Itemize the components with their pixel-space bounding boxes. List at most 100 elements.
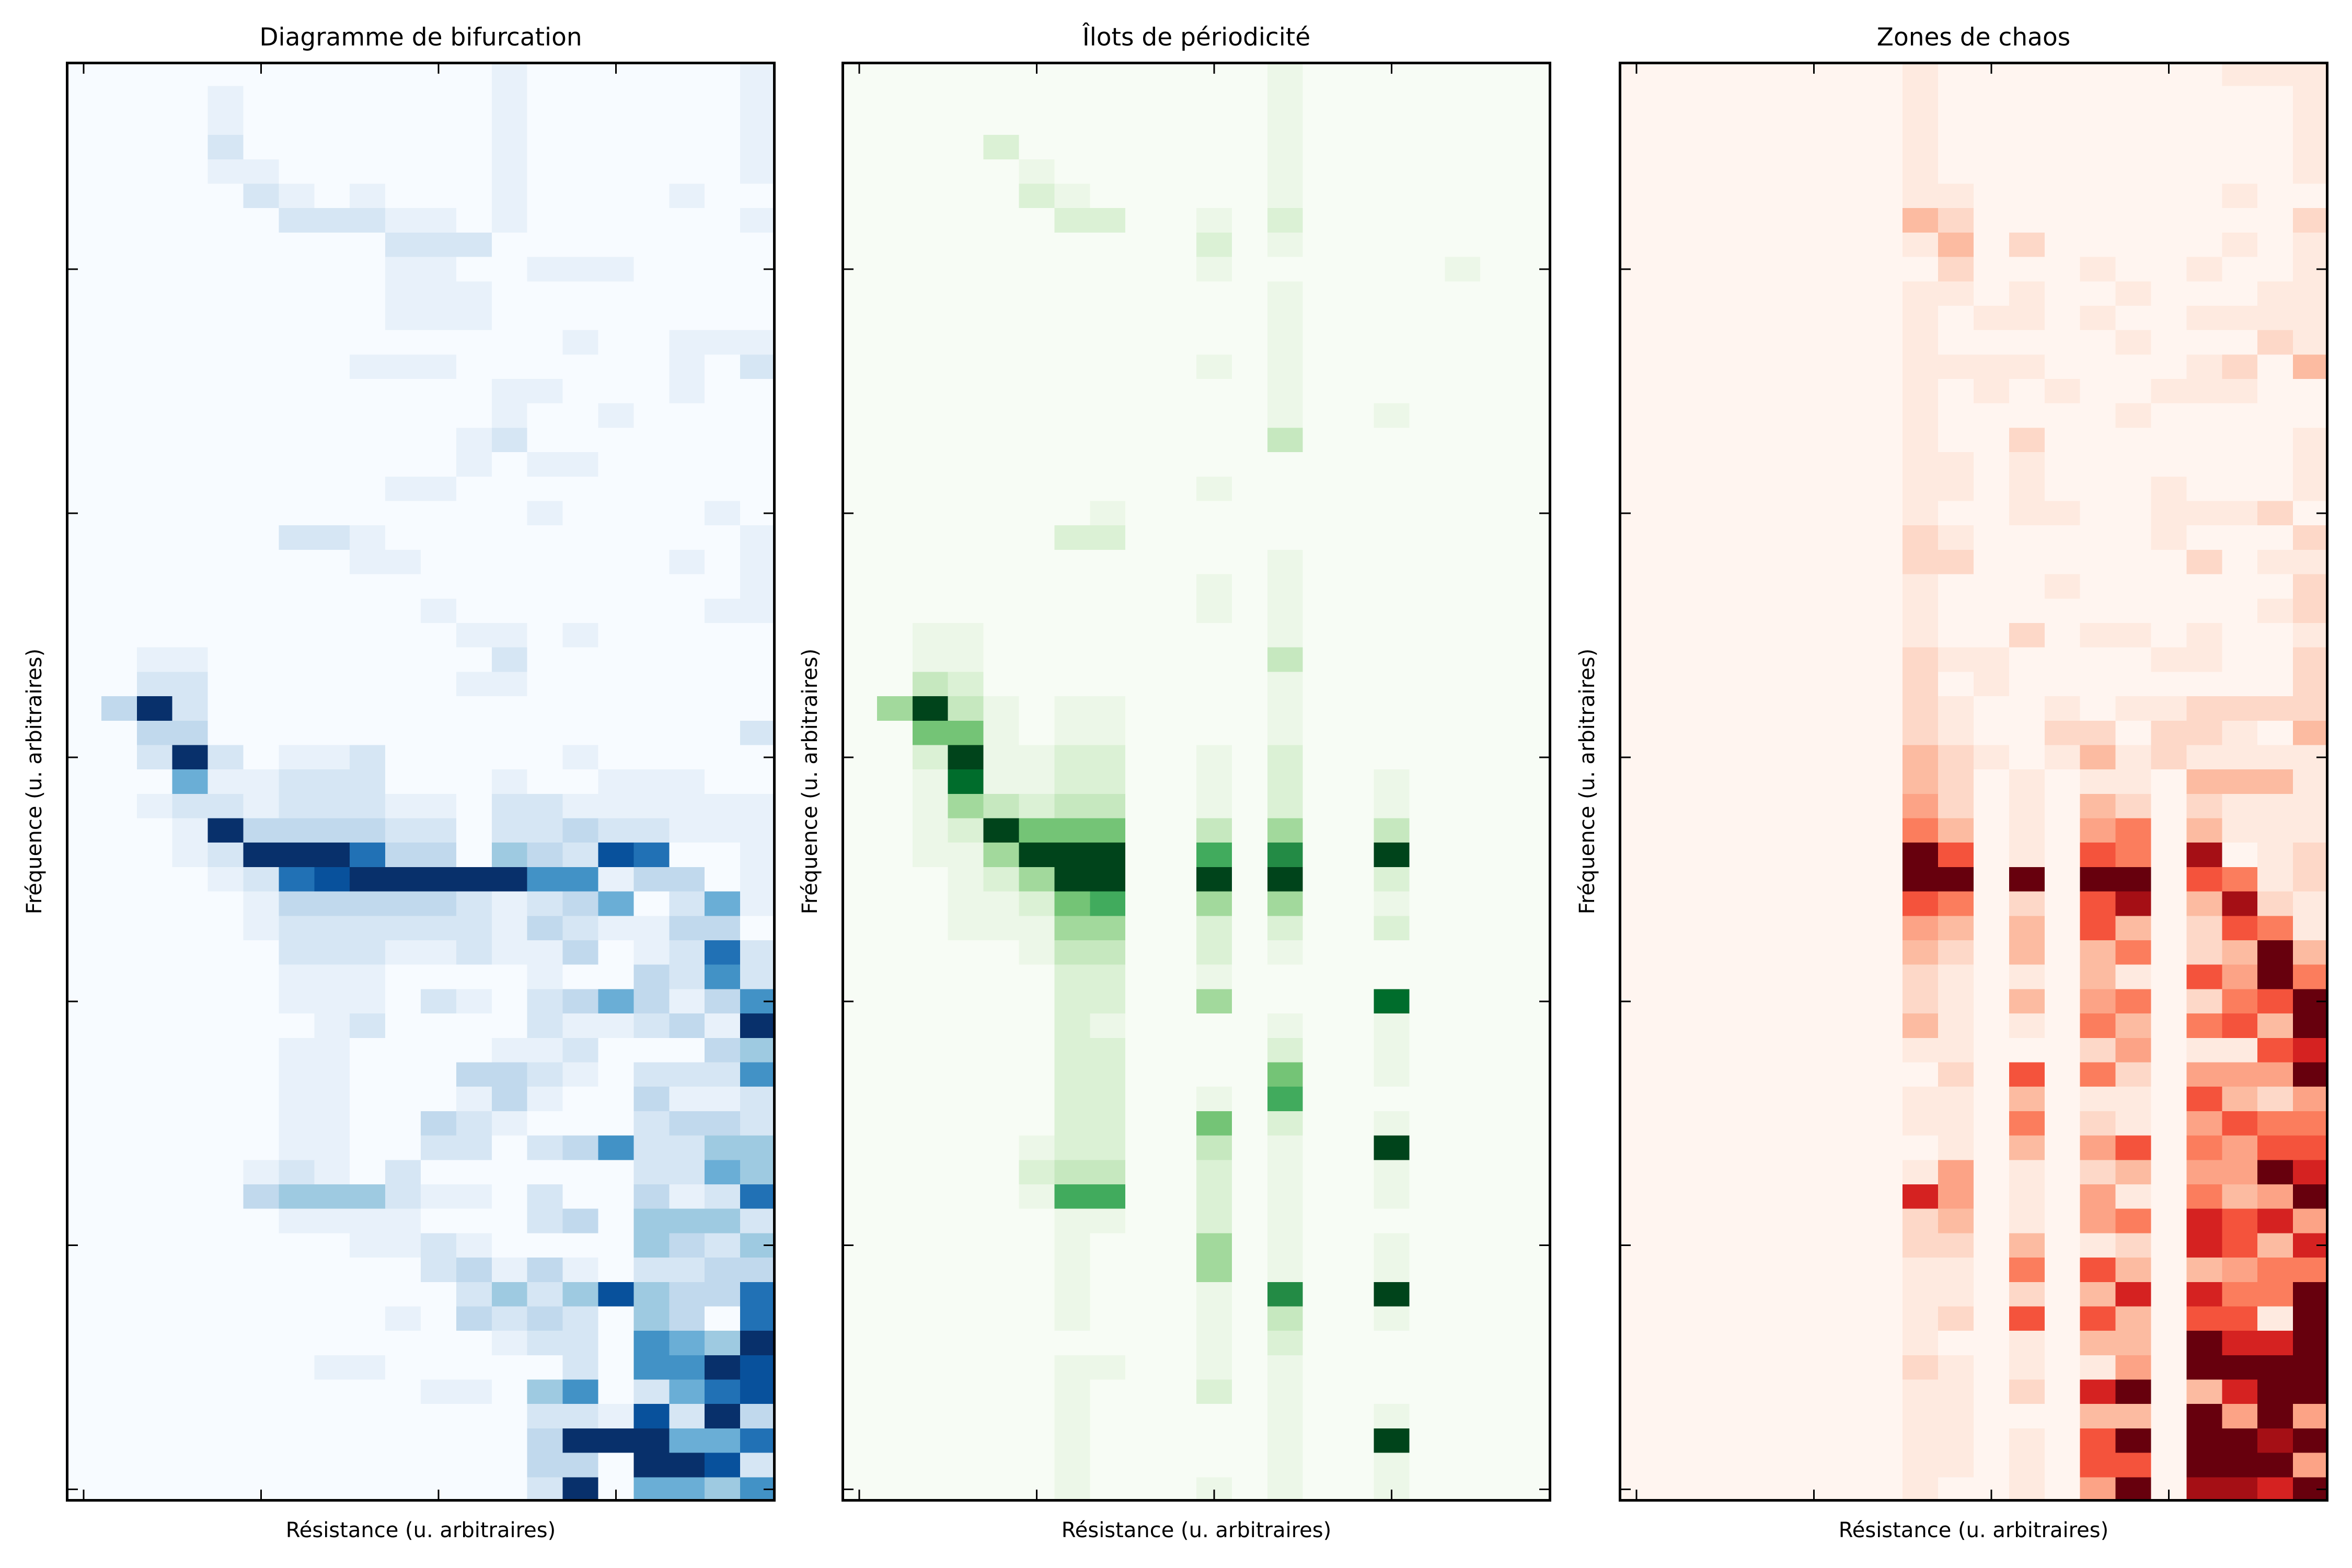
heatmap-cell <box>207 525 244 550</box>
heatmap-cell <box>279 1160 315 1185</box>
heatmap-cell <box>2293 452 2328 477</box>
heatmap-cell <box>527 452 563 477</box>
heatmap-cell <box>2151 159 2187 185</box>
heatmap-cell <box>2293 428 2328 453</box>
heatmap-cell <box>1019 867 1055 892</box>
heatmap-cell <box>841 916 878 941</box>
heatmap-cell <box>2257 1331 2293 1356</box>
heatmap-cell <box>1654 1355 1690 1380</box>
heatmap-cell <box>841 622 878 648</box>
heatmap-cell <box>1974 964 2010 989</box>
heatmap-cell <box>385 622 421 648</box>
heatmap-cell <box>207 672 244 697</box>
heatmap-cell <box>385 769 421 794</box>
heatmap-cell <box>877 525 913 550</box>
heatmap-cell <box>2009 232 2045 258</box>
y-axis-label: Fréquence (u. arbitraires) <box>798 648 822 915</box>
heatmap-cell <box>1090 1306 1126 1331</box>
heatmap-cell <box>740 159 776 185</box>
heatmap-cell <box>350 159 386 185</box>
heatmap-cell <box>948 745 984 770</box>
heatmap-cell <box>1302 818 1339 843</box>
heatmap-cell <box>1725 135 1761 160</box>
heatmap-cell <box>207 1037 244 1063</box>
heatmap-cell <box>633 1013 670 1039</box>
heatmap-cell <box>350 720 386 746</box>
heatmap-cell <box>456 62 492 87</box>
heatmap-cell <box>1161 330 1197 355</box>
heatmap-cell <box>562 1160 599 1185</box>
heatmap-cell <box>2080 1404 2116 1429</box>
heatmap-cell <box>101 1428 137 1454</box>
heatmap-cell <box>1231 843 1268 868</box>
heatmap-cell <box>598 1428 634 1454</box>
heatmap-cell <box>314 574 350 599</box>
heatmap-cell <box>136 525 173 550</box>
heatmap-cell <box>2115 110 2152 135</box>
heatmap-cell <box>669 1306 705 1331</box>
heatmap-cell <box>562 1477 599 1502</box>
heatmap-cell <box>66 1160 102 1185</box>
heatmap-cell <box>1831 1160 1867 1185</box>
heatmap-cell <box>2151 647 2187 672</box>
heatmap-cell <box>2044 891 2081 916</box>
heatmap-cell <box>1374 598 1410 624</box>
heatmap-cell <box>66 476 102 502</box>
heatmap-cell <box>598 183 634 209</box>
heatmap-cell <box>527 305 563 331</box>
heatmap-cell <box>1374 1379 1410 1404</box>
heatmap-cell <box>1831 257 1867 282</box>
heatmap-cell <box>1867 622 1903 648</box>
heatmap-cell <box>705 598 741 624</box>
heatmap-cell <box>1725 720 1761 746</box>
heatmap-cell <box>633 452 670 477</box>
heatmap-cell <box>740 525 776 550</box>
heatmap-cell <box>948 232 984 258</box>
heatmap-cell <box>1516 916 1551 941</box>
heatmap-cell <box>1161 1062 1197 1087</box>
heatmap-cell <box>243 183 279 209</box>
heatmap-cell <box>172 549 209 575</box>
heatmap-cell <box>1725 574 1761 599</box>
heatmap-cell <box>66 110 102 135</box>
heatmap-cell <box>1867 1306 1903 1331</box>
heatmap-cell <box>948 843 984 868</box>
heatmap-cell <box>669 525 705 550</box>
heatmap-cell <box>1125 1282 1161 1307</box>
heatmap-cell <box>598 696 634 721</box>
heatmap-cell <box>421 989 457 1014</box>
heatmap-cell <box>1125 1013 1161 1039</box>
heatmap-cell <box>1516 1160 1551 1185</box>
heatmap-cell <box>1689 86 1726 111</box>
heatmap-cell <box>562 574 599 599</box>
heatmap-cell <box>2080 525 2116 550</box>
heatmap-cell <box>598 867 634 892</box>
heatmap-cell <box>1054 257 1090 282</box>
heatmap-cell <box>1760 1404 1797 1429</box>
heatmap-cell <box>350 1233 386 1258</box>
heatmap-cell <box>1480 745 1516 770</box>
heatmap-cell <box>1480 916 1516 941</box>
heatmap-cell <box>1409 769 1445 794</box>
heatmap-cell <box>243 1208 279 1233</box>
heatmap-cell <box>1654 62 1690 87</box>
heatmap-cell <box>2080 379 2116 404</box>
heatmap-cell <box>2186 940 2222 965</box>
heatmap-cell <box>421 525 457 550</box>
heatmap-cell <box>456 305 492 331</box>
heatmap-cell <box>421 403 457 429</box>
heatmap-cell <box>1867 891 1903 916</box>
heatmap-cell <box>877 1037 913 1063</box>
heatmap-cell <box>66 281 102 306</box>
heatmap-cell <box>1831 1477 1867 1502</box>
heatmap-cell <box>1725 1428 1761 1454</box>
heatmap-cell <box>1619 232 1655 258</box>
heatmap-cell <box>1019 1111 1055 1136</box>
heatmap-cell <box>207 135 244 160</box>
heatmap-cell <box>207 403 244 429</box>
heatmap-cell <box>598 1087 634 1112</box>
heatmap-cell <box>669 501 705 526</box>
heatmap-cell <box>456 1258 492 1283</box>
heatmap-cell <box>1725 1062 1761 1087</box>
heatmap-cell <box>1125 1428 1161 1454</box>
